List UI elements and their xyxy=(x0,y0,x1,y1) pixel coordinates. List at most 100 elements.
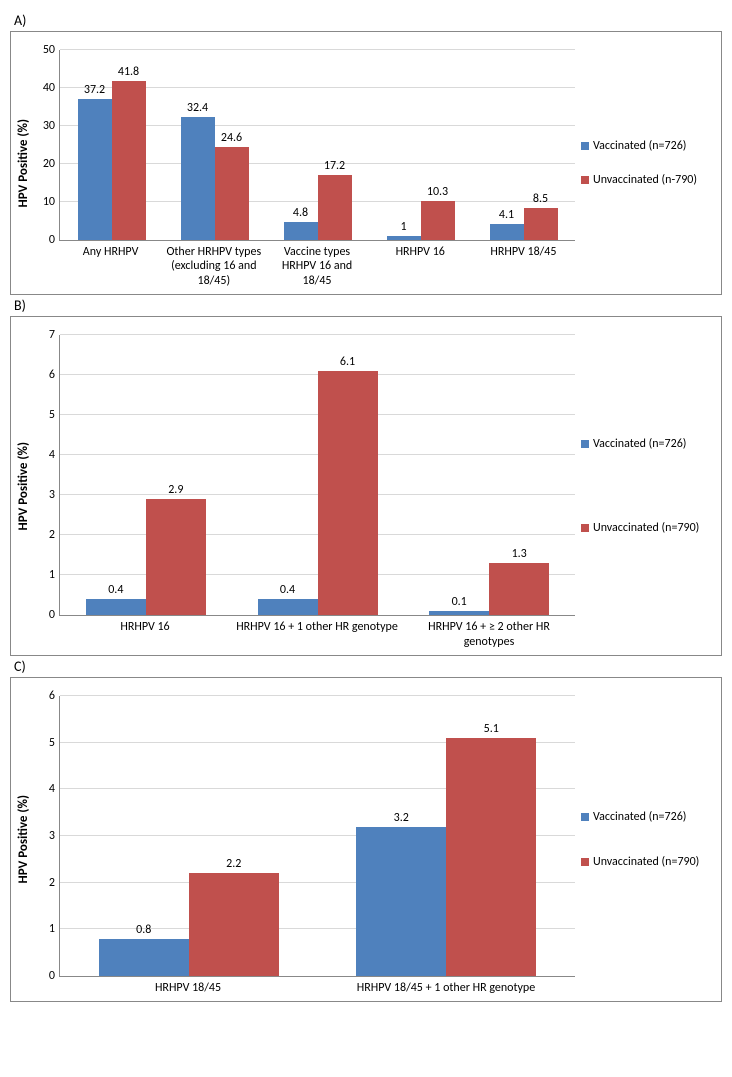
bar-group: 3.25.1 xyxy=(318,738,576,976)
bar-value-label: 17.2 xyxy=(324,159,345,173)
bar-unvaccinated: 1.3 xyxy=(489,563,549,615)
y-tick-label: 1 xyxy=(49,568,55,582)
x-tick-label: Vaccine types HRHPV 16 and 18/45 xyxy=(265,241,368,294)
y-tick-label: 3 xyxy=(49,829,55,843)
bar-group: 37.241.8 xyxy=(60,81,163,240)
bar-vaccinated: 0.8 xyxy=(99,939,189,976)
legend-swatch xyxy=(581,176,589,184)
legend-text: Unvaccinated (n-790) xyxy=(593,173,697,187)
bar-unvaccinated: 41.8 xyxy=(112,81,146,240)
legend-text: Unvaccinated (n=790) xyxy=(593,855,699,869)
bar-value-label: 1 xyxy=(400,220,406,234)
bar-group: 4.1 8.5 xyxy=(472,208,575,240)
y-tick-label: 1 xyxy=(49,922,55,936)
bar-value-label: 2.9 xyxy=(168,483,183,497)
legend-item: Unvaccinated (n-790) xyxy=(581,173,721,187)
bar-unvaccinated: 10.3 xyxy=(421,201,455,240)
bar-unvaccinated: 6.1 xyxy=(318,371,378,615)
legend-text: Vaccinated (n=726) xyxy=(593,437,686,451)
legend-item: Unvaccinated (n=790) xyxy=(581,855,721,869)
legend-item: Vaccinated (n=726) xyxy=(581,139,721,153)
y-tick-label: 3 xyxy=(49,488,55,502)
x-tick-label: HRHPV 16 + ≥ 2 other HR genotypes xyxy=(403,616,575,655)
y-tick-label: 6 xyxy=(49,368,55,382)
bar-value-label: 41.8 xyxy=(118,65,139,79)
x-tick-label: Other HRHPV types (excluding 16 and 18/4… xyxy=(162,241,265,294)
bar-value-label: 0.8 xyxy=(136,923,151,937)
x-tick-label: HRHPV 18/45 + 1 other HR genotype xyxy=(317,977,575,1001)
bar-group: 32.424.6 xyxy=(163,117,266,240)
chart-panel: HPV Positive (%)0102030405037.241.832.42… xyxy=(10,31,722,295)
bar-unvaccinated: 2.9 xyxy=(146,499,206,615)
y-tick-label: 30 xyxy=(43,119,55,133)
y-tick-label: 0 xyxy=(49,233,55,247)
legend-swatch xyxy=(581,813,589,821)
bar-vaccinated: 37.2 xyxy=(78,99,112,240)
y-tick-label: 40 xyxy=(43,81,55,95)
bar-group: 0.11.3 xyxy=(403,563,575,615)
legend-item: Vaccinated (n=726) xyxy=(581,810,721,824)
bar-vaccinated: 1 xyxy=(387,236,421,240)
x-tick-label: HRHPV 18/45 xyxy=(59,977,317,1001)
legend-swatch xyxy=(581,142,589,150)
bar-value-label: 5.1 xyxy=(484,722,499,736)
legend-swatch xyxy=(581,524,589,532)
bar-group: 4.817.2 xyxy=(266,175,369,240)
legend-text: Vaccinated (n=726) xyxy=(593,139,686,153)
y-tick-label: 2 xyxy=(49,876,55,890)
bar-vaccinated: 3.2 xyxy=(356,827,446,976)
y-tick-label: 7 xyxy=(49,328,55,342)
bar-group: 0.46.1 xyxy=(232,371,404,615)
bar-vaccinated: 0.4 xyxy=(86,599,146,615)
legend: Vaccinated (n=726) Unvaccinated (n-790) xyxy=(575,32,721,294)
bar-value-label: 37.2 xyxy=(84,83,105,97)
legend-text: Vaccinated (n=726) xyxy=(593,810,686,824)
legend: Vaccinated (n=726) Unvaccinated (n=790) xyxy=(575,317,721,655)
bar-group: 110.3 xyxy=(369,201,472,240)
chart-panel: HPV Positive (%)01234560.82.23.25.1HRHPV… xyxy=(10,677,722,1002)
bar-vaccinated: 0.1 xyxy=(429,611,489,615)
x-tick-label: Any HRHPV xyxy=(59,241,162,294)
y-tick-label: 20 xyxy=(43,157,55,171)
legend-item: Vaccinated (n=726) xyxy=(581,437,721,451)
y-tick-label: 6 xyxy=(49,689,55,703)
bar-value-label: 0.4 xyxy=(108,583,123,597)
bar-vaccinated: 4.8 xyxy=(284,222,318,240)
bar-value-label: 8.5 xyxy=(533,192,548,206)
y-tick-label: 5 xyxy=(49,736,55,750)
legend-swatch xyxy=(581,858,589,866)
bar-value-label: 0.4 xyxy=(280,583,295,597)
y-tick-label: 4 xyxy=(49,782,55,796)
bar-group: 0.82.2 xyxy=(60,873,318,976)
y-axis-label: HPV Positive (%) xyxy=(16,442,31,530)
bar-group: 0.42.9 xyxy=(60,499,232,615)
bar-unvaccinated: 2.2 xyxy=(189,873,279,976)
x-tick-label: HRHPV 18/45 xyxy=(472,241,575,294)
legend-text: Unvaccinated (n=790) xyxy=(593,521,699,535)
bar-value-label: 6.1 xyxy=(340,355,355,369)
bar-unvaccinated: 17.2 xyxy=(318,175,352,240)
bar-value-label: 32.4 xyxy=(187,101,208,115)
y-axis-label: HPV Positive (%) xyxy=(16,119,31,207)
bar-unvaccinated: 5.1 xyxy=(446,738,536,976)
x-tick-label: HRHPV 16 + 1 other HR genotype xyxy=(231,616,403,655)
bar-unvaccinated: 24.6 xyxy=(215,147,249,240)
y-tick-label: 4 xyxy=(49,448,55,462)
panel-label: C) xyxy=(14,658,722,675)
bar-value-label: 4.8 xyxy=(293,206,308,220)
bar-unvaccinated: 8.5 xyxy=(524,208,558,240)
x-tick-label: HRHPV 16 xyxy=(59,616,231,655)
panel-label: B) xyxy=(14,297,722,314)
bar-value-label: 4.1 xyxy=(499,208,514,222)
chart-panel: HPV Positive (%)012345670.42.90.46.10.11… xyxy=(10,316,722,656)
x-tick-label: HRHPV 16 xyxy=(369,241,472,294)
y-axis-label: HPV Positive (%) xyxy=(16,795,31,883)
legend-swatch xyxy=(581,440,589,448)
panel-label: A) xyxy=(14,12,722,29)
bar-value-label: 0.1 xyxy=(452,595,467,609)
y-tick-label: 0 xyxy=(49,608,55,622)
bar-vaccinated: 32.4 xyxy=(181,117,215,240)
y-tick-label: 5 xyxy=(49,408,55,422)
bar-vaccinated: 0.4 xyxy=(258,599,318,615)
bar-value-label: 3.2 xyxy=(394,811,409,825)
